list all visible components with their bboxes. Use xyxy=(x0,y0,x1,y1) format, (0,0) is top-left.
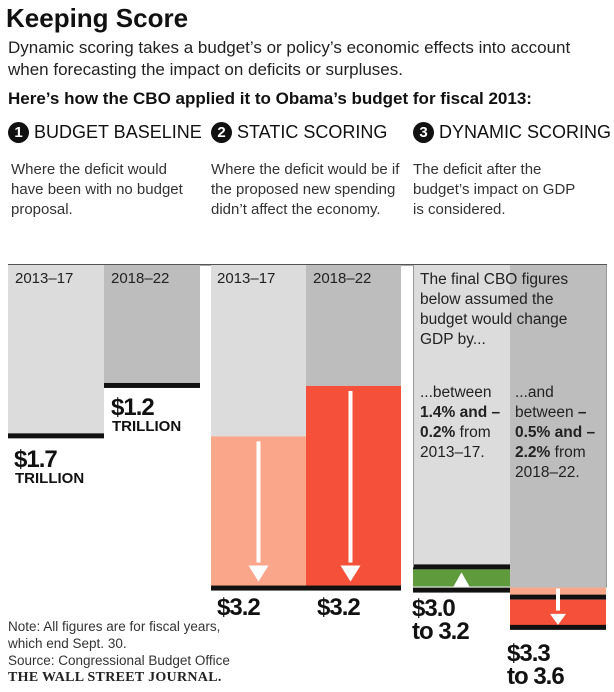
subheading: Here’s how the CBO applied it to Obama’s… xyxy=(8,89,532,108)
bar-edge xyxy=(606,265,607,588)
arrow-shaft xyxy=(256,441,261,563)
baseline-marker xyxy=(8,433,104,439)
gdp-intro: The final CBO figures below assumed the … xyxy=(420,271,569,348)
step-label: DYNAMIC SCORING xyxy=(439,122,612,142)
step-number: 3 xyxy=(413,122,434,143)
gdp-range: 1.4% and –0.2% xyxy=(420,404,501,441)
unit-label: TRILLION xyxy=(15,470,85,487)
down-arrow-icon xyxy=(550,613,566,625)
gdp-note-2: ...and between –0.5% and –2.2% from 2018… xyxy=(515,383,607,483)
step-label: STATIC SCORING xyxy=(237,122,388,142)
step-2-desc: Where the deficit would be if the propos… xyxy=(211,161,400,218)
dynamic-bar xyxy=(510,265,606,588)
bar-edge xyxy=(413,265,414,568)
gdp-text: ...and between xyxy=(515,384,578,421)
up-arrow-icon xyxy=(453,572,470,587)
step-3-heading: 3 DYNAMIC SCORING xyxy=(413,122,611,143)
baseline-marker xyxy=(104,382,200,388)
arrow-shaft xyxy=(348,390,353,563)
static-increase-bar xyxy=(306,385,401,588)
source-text: Source: Congressional Budget Office xyxy=(8,653,230,668)
down-arrow-icon xyxy=(248,565,269,582)
period-label: 2013–17 xyxy=(15,270,74,287)
data-label: $1.2 xyxy=(111,394,155,421)
down-arrow-icon xyxy=(340,565,361,582)
dynamic-low-marker xyxy=(413,564,510,570)
step-label: BUDGET BASELINE xyxy=(34,122,202,142)
data-label: $1.7 xyxy=(14,446,58,473)
note-text: Note: All figures are for fiscal years, … xyxy=(8,619,221,651)
footnote: Note: All figures are for fiscal years, … xyxy=(8,618,230,669)
period-label: 2018–22 xyxy=(111,270,170,287)
subtitle: Dynamic scoring takes a budget’s or poli… xyxy=(8,38,571,79)
baseline-bar xyxy=(306,265,401,386)
baseline-bar xyxy=(211,265,306,437)
data-label: $3.2 xyxy=(317,594,361,621)
period-label: 2013–17 xyxy=(217,270,276,287)
baseline-bar xyxy=(8,265,104,437)
step-1-desc: Where the deficit would have been with n… xyxy=(11,161,183,218)
static-marker xyxy=(211,585,401,591)
baseline-bar xyxy=(104,265,200,386)
arrow-shaft xyxy=(556,588,560,611)
step-number: 2 xyxy=(211,122,232,143)
step-number: 1 xyxy=(8,122,29,143)
gdp-note-1: ...between 1.4% and –0.2% from 2013–17. xyxy=(420,383,510,463)
period-label: 2018–22 xyxy=(313,270,372,287)
unit-label: TRILLION xyxy=(112,418,182,435)
top-rule xyxy=(8,264,607,266)
dynamic-high-marker xyxy=(413,587,510,593)
step-1-heading: 1 BUDGET BASELINE xyxy=(8,122,202,143)
step-2-heading: 2 STATIC SCORING xyxy=(211,122,387,143)
data-label: to 3.2 xyxy=(412,618,470,645)
gdp-range: –0.5% and –2.2% xyxy=(515,404,596,461)
data-label: $3.2 xyxy=(217,594,261,621)
data-label: to 3.6 xyxy=(507,663,565,690)
dynamic-bar xyxy=(413,265,510,568)
gdp-text: from 2013–17. xyxy=(420,424,491,461)
page-title: Keeping Score xyxy=(6,3,189,33)
gdp-text: from 2018–22. xyxy=(515,444,586,481)
data-label: $3.3 xyxy=(507,640,551,667)
data-label: $3.0 xyxy=(412,595,456,622)
gdp-text: ...between xyxy=(420,384,492,401)
credit-logo: THE WALL STREET JOURNAL. xyxy=(8,670,222,685)
step-3-desc: The deficit after the budget’s impact on… xyxy=(413,161,576,218)
dynamic-high-marker xyxy=(510,624,606,630)
